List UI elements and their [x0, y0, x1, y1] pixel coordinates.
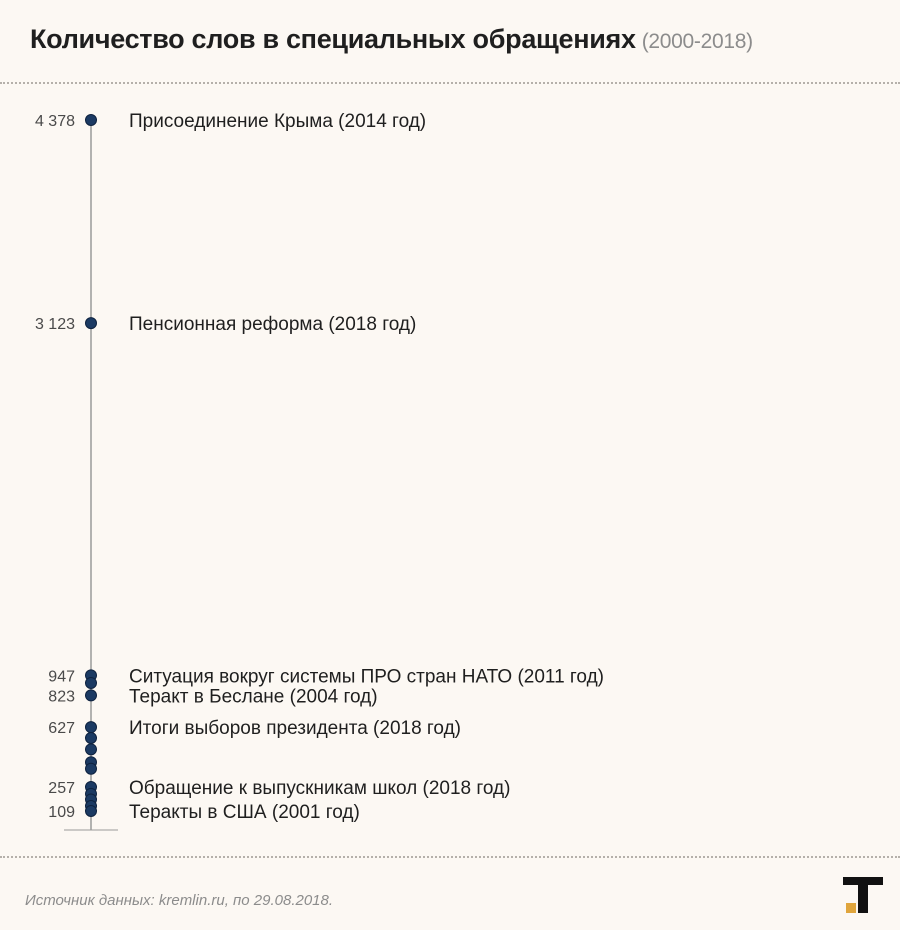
bottom-divider [0, 856, 900, 858]
data-point [85, 762, 97, 775]
data-point [85, 805, 97, 817]
data-point [85, 731, 97, 744]
source-note: Источник данных: kremlin.ru, по 29.08.20… [25, 892, 334, 909]
data-point [85, 317, 97, 330]
value-label: 627 [48, 720, 75, 737]
point-label: Присоединение Крыма (2014 год) [129, 111, 426, 132]
data-point [85, 721, 97, 734]
value-label: 3 123 [35, 316, 75, 333]
point-label: Ситуация вокруг системы ПРО стран НАТО (… [129, 666, 604, 687]
publisher-logo-icon [843, 877, 883, 913]
point-label: Теракт в Беслане (2004 год) [129, 686, 378, 707]
value-label: 4 378 [35, 113, 75, 130]
point-label: Обращение к выпускникам школ (2018 год) [129, 778, 510, 799]
data-point [85, 676, 97, 689]
point-label: Итоги выборов президента (2018 год) [129, 718, 461, 739]
point-label: Пенсионная реформа (2018 год) [129, 314, 416, 335]
top-divider [0, 82, 900, 84]
value-label: 823 [48, 688, 75, 705]
chart-subtitle: (2000-2018) [641, 30, 753, 53]
chart-title-text: Количество слов в специальных обращениях [30, 24, 636, 54]
value-label: 257 [48, 780, 75, 797]
value-label: 109 [48, 804, 75, 821]
chart-title: Количество слов в специальных обращениях… [30, 24, 753, 55]
data-point [85, 114, 97, 126]
data-point [85, 689, 97, 702]
value-label: 947 [48, 668, 75, 685]
point-label: Теракты в США (2001 год) [129, 802, 360, 823]
data-point [85, 743, 97, 756]
chart-area: 4 378 Присоединение Крыма (2014 год) 3 123… [35, 111, 604, 831]
